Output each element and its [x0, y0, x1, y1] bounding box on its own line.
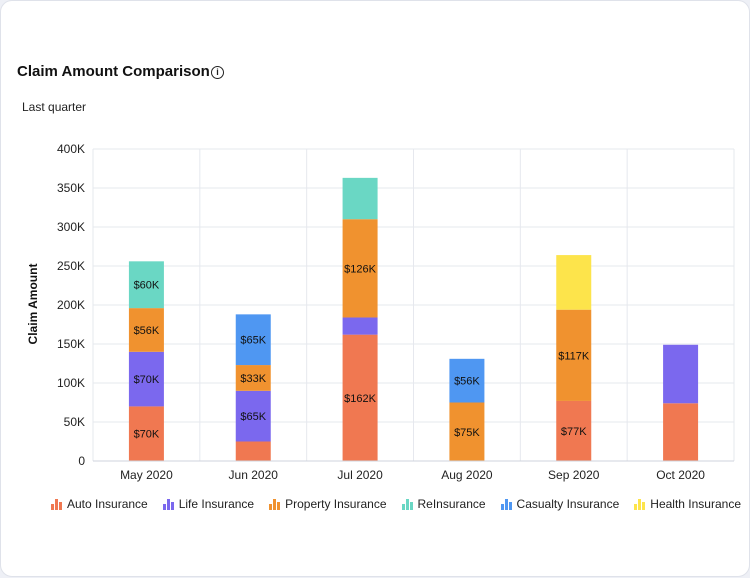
bar-segment[interactable] — [663, 403, 699, 461]
y-tick-label: 50K — [64, 415, 85, 429]
bar-segment[interactable] — [342, 317, 378, 335]
bar-value-label: $56K — [134, 325, 160, 337]
y-tick-label: 0 — [78, 454, 85, 468]
bar-value-label: $75K — [454, 427, 480, 439]
bar-segment[interactable] — [235, 365, 271, 391]
bar-segment[interactable] — [128, 351, 164, 407]
bar-value-label: $126K — [344, 263, 376, 275]
x-tick-label: May 2020 — [120, 468, 173, 482]
x-tick-label: Jun 2020 — [229, 468, 279, 482]
legend: Auto Insurance Life Insurance Property Ins… — [51, 497, 741, 511]
bar-value-label: $70K — [134, 429, 160, 441]
axes: 0 50K 100K 150K 200K 250K 300K 350K 400K May 2020… — [57, 142, 734, 482]
data-labels: $70K $70K $56K $60K $65K $33K $65K $162K $126K $7… — [134, 263, 590, 440]
legend-label: ReInsurance — [417, 497, 486, 511]
chart-title: Claim Amount Comparison — [17, 63, 210, 80]
bar-segment[interactable] — [449, 358, 485, 403]
grid — [92, 148, 735, 462]
bar-segment[interactable] — [342, 219, 378, 318]
bar-value-label: $65K — [240, 411, 266, 423]
bar-value-label: $33K — [240, 373, 266, 385]
bar-chart-icon — [51, 498, 62, 510]
y-tick-label: 350K — [57, 181, 85, 195]
y-tick-label: 300K — [57, 220, 85, 234]
bars — [128, 177, 699, 462]
bar-value-label: $77K — [561, 426, 587, 438]
bar-value-label: $70K — [134, 374, 160, 386]
bar-segment[interactable] — [556, 309, 592, 401]
info-icon[interactable]: i — [211, 66, 224, 79]
bar-segment[interactable] — [128, 308, 164, 352]
bar-chart-icon — [269, 498, 281, 510]
legend-item[interactable]: Life Insurance — [162, 497, 255, 511]
bar-chart-icon — [634, 498, 646, 510]
bar-segment[interactable] — [342, 177, 378, 220]
x-tick-label: Oct 2020 — [656, 468, 705, 482]
x-tick-label: Aug 2020 — [441, 468, 493, 482]
legend-label: Auto Insurance — [67, 497, 148, 511]
bar-segment[interactable] — [663, 344, 699, 404]
legend-label: Property Insurance — [285, 497, 387, 511]
bar-value-label: $65K — [240, 335, 266, 347]
legend-label: Health Insurance — [650, 497, 742, 511]
bar-segment[interactable] — [449, 402, 485, 462]
legend-item[interactable]: Health Insurance — [634, 497, 741, 511]
y-tick-label: 250K — [57, 259, 85, 273]
bar-value-label: $117K — [558, 350, 590, 362]
bar-segment[interactable] — [235, 390, 271, 442]
bar-segment[interactable] — [556, 255, 592, 310]
y-tick-label: 150K — [57, 337, 85, 351]
bar-segment[interactable] — [128, 261, 164, 309]
x-tick-label: Sep 2020 — [548, 468, 600, 482]
y-tick-label: 400K — [57, 142, 85, 156]
bar-chart-icon — [162, 498, 174, 510]
legend-item[interactable]: Property Insurance — [269, 497, 387, 511]
chart-subtitle: Last quarter — [22, 100, 87, 114]
legend-label: Casualty Insurance — [516, 497, 620, 511]
bar-value-label: $162K — [344, 393, 376, 405]
bar-value-label: $60K — [134, 280, 160, 292]
bar-value-label: $56K — [454, 376, 480, 388]
legend-item[interactable]: Auto Insurance — [51, 497, 148, 511]
bar-segment[interactable] — [128, 406, 164, 461]
bar-segment[interactable] — [342, 334, 378, 461]
bar-segment[interactable] — [235, 441, 271, 462]
bar-segment[interactable] — [556, 400, 592, 461]
legend-item[interactable]: Casualty Insurance — [500, 497, 620, 511]
x-tick-label: Jul 2020 — [337, 468, 383, 482]
bar-chart-icon — [500, 498, 512, 510]
bar-segment[interactable] — [235, 314, 271, 366]
legend-item[interactable]: ReInsurance — [401, 497, 486, 511]
bar-chart-icon — [401, 498, 413, 510]
y-tick-label: 100K — [57, 376, 85, 390]
legend-label: Life Insurance — [178, 497, 255, 511]
y-axis-label: Claim Amount — [26, 264, 40, 345]
y-tick-label: 200K — [57, 298, 85, 312]
